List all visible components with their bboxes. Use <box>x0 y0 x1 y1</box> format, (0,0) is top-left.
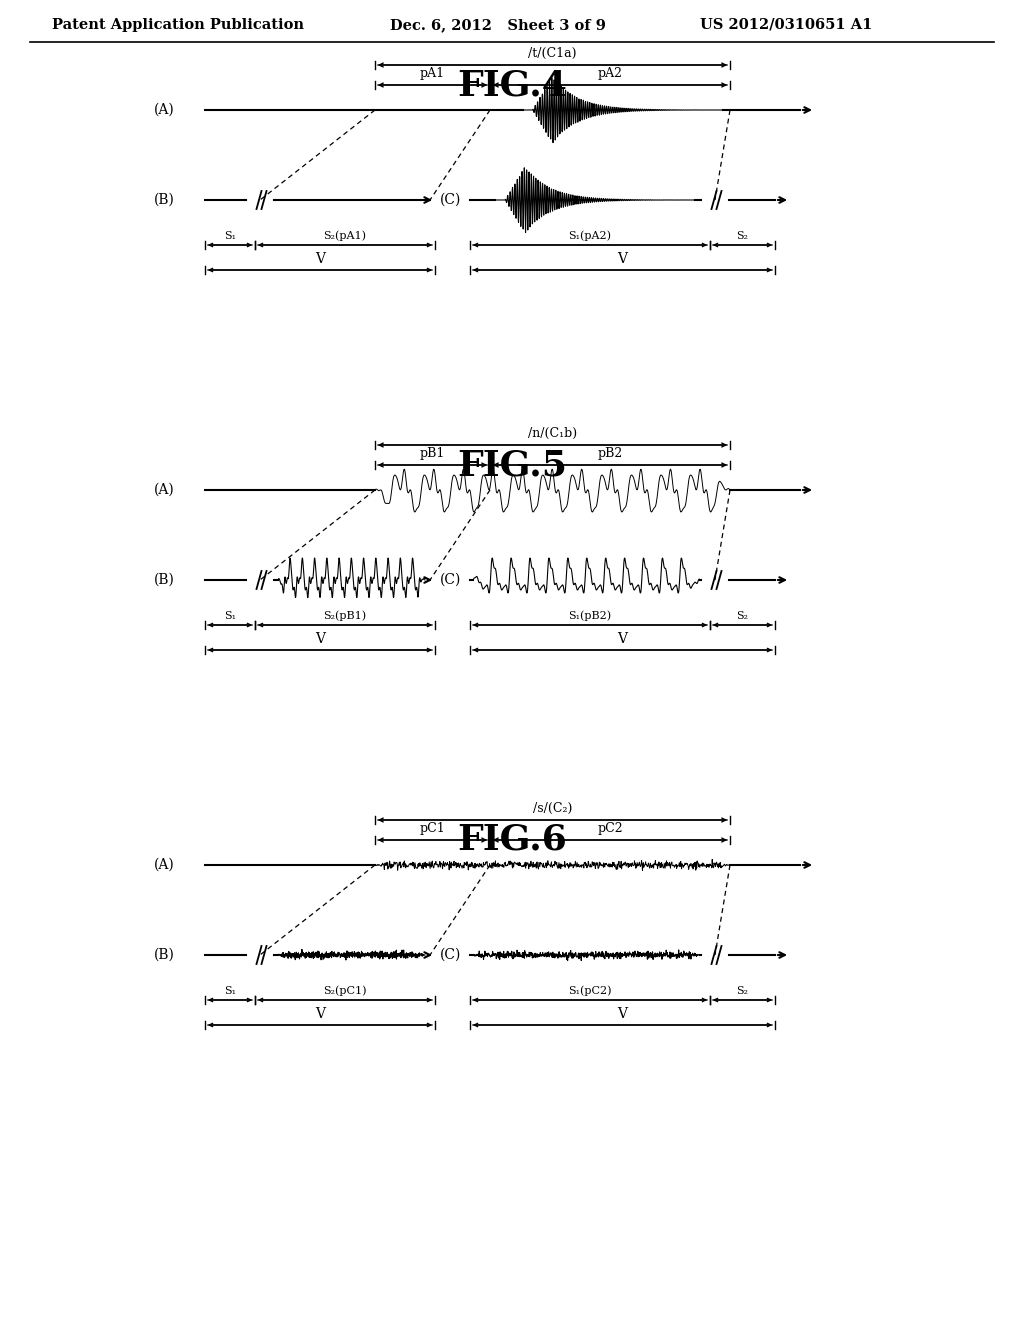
Text: (C): (C) <box>440 573 462 587</box>
Text: S₂: S₂ <box>736 986 749 997</box>
Text: pC2: pC2 <box>597 822 623 836</box>
Text: pC1: pC1 <box>420 822 445 836</box>
Text: FIG.5: FIG.5 <box>457 447 567 482</box>
Text: (C): (C) <box>440 948 462 962</box>
Text: (A): (A) <box>155 858 175 873</box>
Text: S₂: S₂ <box>736 611 749 620</box>
Text: V: V <box>617 1007 628 1020</box>
Text: S₂: S₂ <box>736 231 749 242</box>
Text: /t/(C1a): /t/(C1a) <box>528 48 577 59</box>
Text: S₂(pB1): S₂(pB1) <box>324 610 367 620</box>
Text: FIG.4: FIG.4 <box>457 69 567 102</box>
Text: S₁(pB2): S₁(pB2) <box>568 610 611 620</box>
Text: S₁: S₁ <box>224 231 236 242</box>
Text: S₁(pC2): S₁(pC2) <box>568 986 611 997</box>
Text: /s/(C₂): /s/(C₂) <box>532 803 572 814</box>
Text: (C): (C) <box>440 193 462 207</box>
Text: (A): (A) <box>155 103 175 117</box>
Text: /n/(C₁b): /n/(C₁b) <box>528 426 578 440</box>
Text: S₁(pA2): S₁(pA2) <box>568 231 611 242</box>
Text: (B): (B) <box>155 948 175 962</box>
Text: (A): (A) <box>155 483 175 498</box>
Text: US 2012/0310651 A1: US 2012/0310651 A1 <box>700 18 872 32</box>
Text: S₁: S₁ <box>224 986 236 997</box>
Text: pA1: pA1 <box>420 67 445 81</box>
Text: pB1: pB1 <box>420 447 445 459</box>
Text: Patent Application Publication: Patent Application Publication <box>52 18 304 32</box>
Text: pA2: pA2 <box>597 67 623 81</box>
Text: (B): (B) <box>155 193 175 207</box>
Text: V: V <box>617 632 628 645</box>
Text: S₂(pC1): S₂(pC1) <box>324 986 367 997</box>
Text: S₁: S₁ <box>224 611 236 620</box>
Text: FIG.6: FIG.6 <box>457 822 567 857</box>
Text: (B): (B) <box>155 573 175 587</box>
Text: pB2: pB2 <box>597 447 623 459</box>
Text: V: V <box>315 1007 325 1020</box>
Text: V: V <box>617 252 628 267</box>
Text: S₂(pA1): S₂(pA1) <box>324 231 367 242</box>
Text: V: V <box>315 632 325 645</box>
Text: Dec. 6, 2012   Sheet 3 of 9: Dec. 6, 2012 Sheet 3 of 9 <box>390 18 606 32</box>
Text: V: V <box>315 252 325 267</box>
